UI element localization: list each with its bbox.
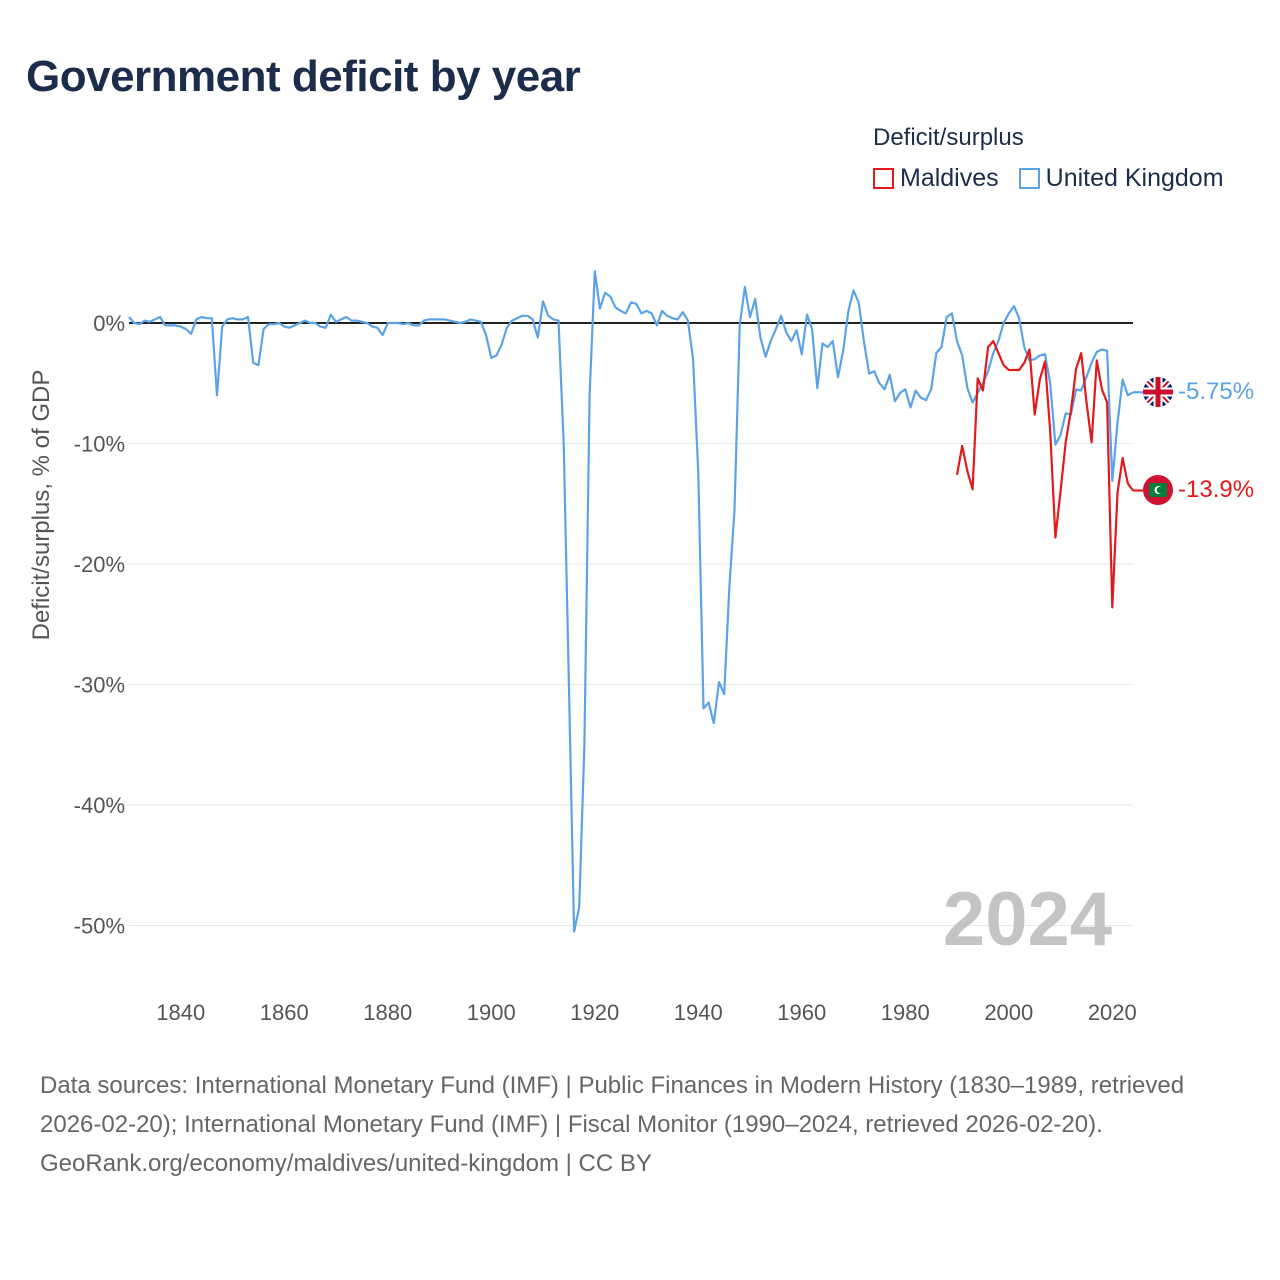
legend-swatch-maldives (873, 168, 894, 189)
credit-link[interactable]: GeoRank.org/economy/maldives/united-king… (40, 1150, 652, 1177)
series-line-united-kingdom[interactable] (128, 270, 1134, 933)
y-tick-label: -30% (74, 673, 125, 698)
legend-label-united-kingdom: United Kingdom (1045, 164, 1224, 192)
legend-label-maldives: Maldives (900, 164, 999, 192)
x-tick-label: 1880 (363, 1000, 412, 1025)
x-tick-label: 2020 (1088, 1000, 1137, 1025)
chart-title: Government deficit by year (26, 52, 581, 101)
x-tick-label: 1960 (777, 1000, 826, 1025)
footer: Data sources: International Monetary Fun… (40, 1066, 1240, 1183)
legend-item-maldives[interactable]: Maldives (873, 164, 999, 193)
y-tick-label: 0% (93, 311, 125, 336)
legend-item-united-kingdom[interactable]: United Kingdom (1018, 164, 1224, 193)
y-tick-label: -10% (74, 432, 125, 457)
x-tick-label: 1860 (260, 1000, 309, 1025)
united-kingdom-end-value: -5.75% (1178, 378, 1255, 406)
legend-title: Deficit/surplus (873, 124, 1024, 151)
legend: Deficit/surplus Maldives United Kingdom (873, 124, 1224, 193)
x-tick-label: 2000 (984, 1000, 1033, 1025)
current-year: 2024 (942, 877, 1112, 962)
y-tick-label: -20% (74, 552, 125, 577)
maldives-end-value: -13.9% (1178, 476, 1255, 504)
y-tick-label: -40% (74, 793, 125, 818)
chart-plot: 0% -10% -20% -30% -40% -50% 1840 1860 1880 1900 1… (74, 270, 1148, 1025)
maldives-flag-icon (1143, 475, 1173, 506)
y-tick-label: -50% (74, 914, 125, 939)
series-line-maldives[interactable] (955, 340, 1134, 609)
united-kingdom-flag-icon (1143, 377, 1173, 408)
x-tick-label: 1980 (881, 1000, 930, 1025)
x-tick-label: 1920 (570, 1000, 619, 1025)
x-tick-label: 1940 (674, 1000, 723, 1025)
data-sources: Data sources: International Monetary Fun… (40, 1072, 1185, 1138)
x-tick-label: 1840 (156, 1000, 205, 1025)
legend-swatch-united-kingdom (1018, 168, 1040, 189)
x-tick-label: 1900 (467, 1000, 516, 1025)
